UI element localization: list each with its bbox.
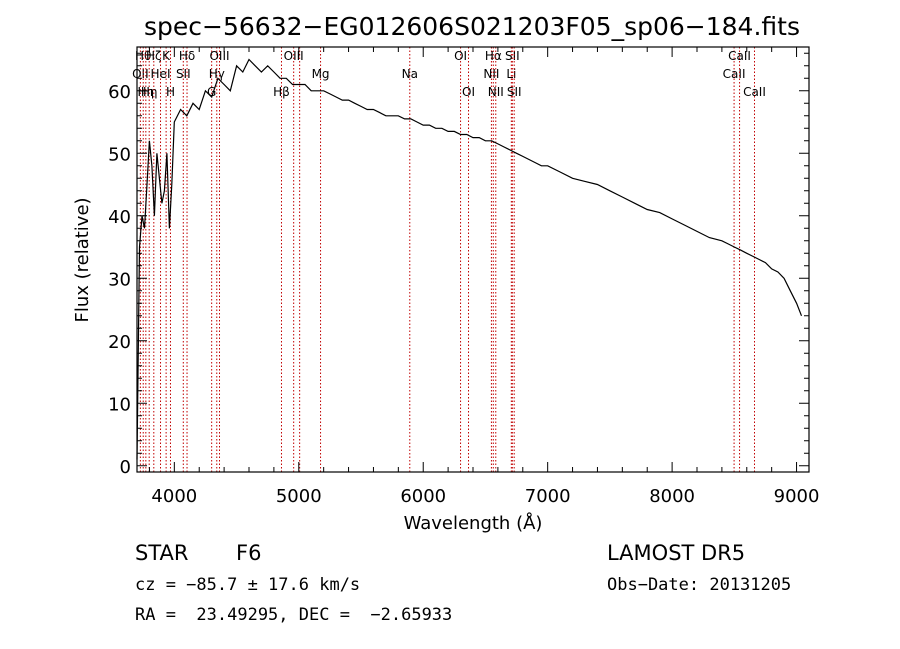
spectral-line-label: G	[207, 85, 216, 99]
x-tick-label: 7000	[525, 486, 571, 507]
plot-frame	[136, 46, 810, 473]
spectral-line-label: SII	[176, 67, 191, 81]
spectral-line-label: SII	[505, 49, 520, 63]
chart-title: spec−56632−EG012606S021203F05_sp06−184.f…	[144, 12, 800, 41]
spectral-line-label: Li	[506, 67, 516, 81]
spectral-line-label: OI	[454, 49, 467, 63]
spectral-line-label: Hβ	[273, 85, 290, 99]
spectral-line-label: CaII	[723, 67, 746, 81]
spectral-line-label: CaII	[743, 85, 766, 99]
spectral-line-label: Hη	[141, 85, 158, 99]
spectral-line-label: Hη	[138, 85, 155, 99]
spectral-line-label: K	[162, 49, 171, 63]
spectral-line-label: NII	[488, 85, 504, 99]
spectral-line-label: HeI	[151, 67, 171, 81]
spectral-line-label: Hθ	[135, 49, 151, 63]
axis-ticks: 4000 5000 6000 7000 8000 9000 0 10 20 30 40 50 60	[108, 47, 819, 507]
y-tick-label: 10	[108, 394, 131, 415]
y-axis-label: Flux (relative)	[72, 197, 93, 322]
spectral-line-label: NII	[483, 67, 499, 81]
survey-name: LAMOST DR5	[607, 541, 746, 565]
redshift-cz: cz = −85.7 ± 17.6 km/s	[135, 575, 361, 595]
x-axis-label: Wavelength (Å)	[404, 512, 543, 534]
object-class: STAR	[135, 541, 189, 565]
y-tick-label: 40	[108, 207, 131, 228]
spectral-line-label: H	[166, 85, 175, 99]
spectral-line-label: Hζ	[146, 49, 162, 63]
y-tick-label: 0	[120, 457, 131, 478]
spectral-line-label: OI	[462, 85, 475, 99]
x-tick-label: 8000	[649, 486, 695, 507]
spectral-line-label: SII	[507, 85, 522, 99]
spectral-line-label: Hδ	[179, 49, 195, 63]
y-tick-label: 20	[108, 332, 131, 353]
spectral-line-label: CaII	[728, 49, 751, 63]
spectral-line-label: Mg	[312, 67, 330, 81]
x-tick-label: 9000	[774, 486, 820, 507]
spectral-line-label: Hα	[485, 49, 502, 63]
spectral-line-label: Na	[402, 67, 418, 81]
obs-date: Obs−Date: 20131205	[607, 575, 792, 595]
ra-dec: RA = 23.49295, DEC = −2.65933	[135, 605, 453, 625]
object-subclass: F6	[236, 541, 262, 565]
spectral-line-label: OII	[132, 67, 149, 81]
spectrum-series-line	[136, 58, 803, 460]
y-tick-label: 60	[108, 82, 131, 103]
spectral-line-label: OIII	[284, 49, 304, 63]
y-tick-label: 50	[108, 144, 131, 165]
x-tick-label: 4000	[151, 486, 197, 507]
x-tick-label: 5000	[276, 486, 322, 507]
spectral-line-label: OIII	[209, 49, 229, 63]
spectral-line-label: Hγ	[209, 67, 225, 81]
x-tick-label: 6000	[400, 486, 446, 507]
y-tick-label: 30	[108, 269, 131, 290]
